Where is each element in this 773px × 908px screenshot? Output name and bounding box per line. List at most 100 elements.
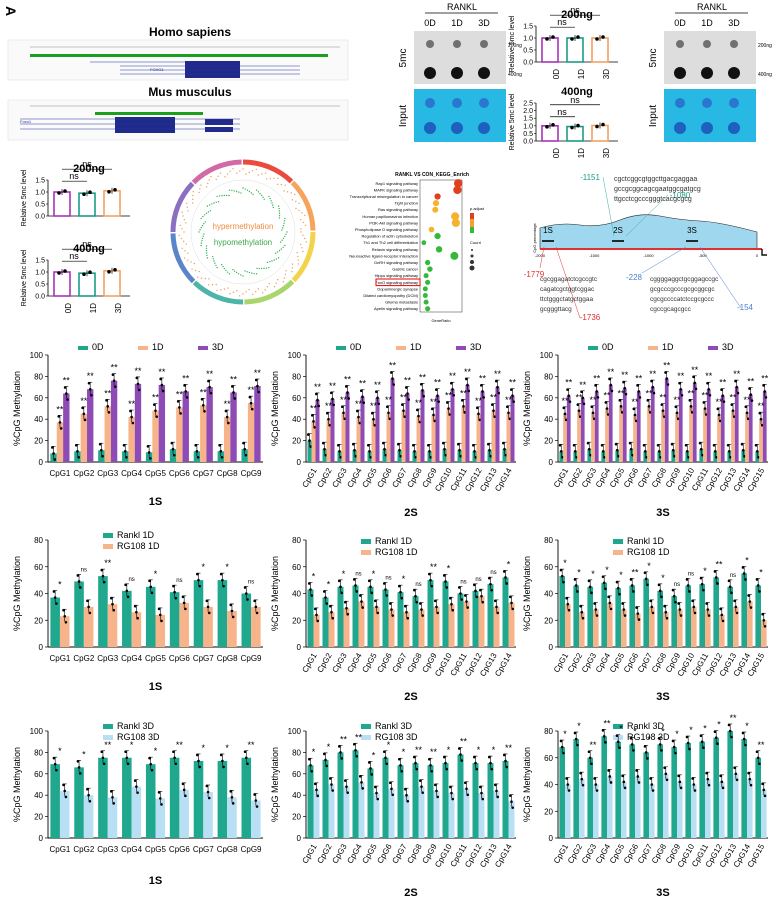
hypo-dot [221,194,223,197]
x-axis-label: 1S [149,496,162,508]
data-point [357,415,360,419]
hypo-dot [235,271,238,274]
hypo-dot [200,244,202,247]
data-point [578,415,582,418]
data-point [458,448,461,452]
data-point [635,769,638,772]
data-point [744,405,748,409]
data-point [375,791,378,795]
data-point [492,409,495,412]
bar [472,451,477,462]
x-tick-label: 3D [602,69,611,79]
bar [675,412,679,462]
bar [755,757,761,838]
bar [227,797,237,838]
bar [657,451,662,462]
data-point [430,584,434,588]
hypo-dot [200,226,202,229]
data-point [386,405,389,409]
legend-label: RG108 1D [117,541,160,551]
data-point [727,450,731,453]
hypo-dot [278,212,281,215]
hyper-dot [192,191,194,193]
blot-dot-400 [728,67,740,79]
y-tick-label: 1.0 [35,270,45,277]
data-point [758,590,761,593]
hypo-dot [282,246,284,249]
data-point [158,613,162,617]
sig-label: ** [325,401,333,411]
bar [601,451,606,462]
data-point [107,270,111,274]
data-point [206,605,210,609]
bar [649,784,655,838]
hypo-dot [223,267,226,270]
hypo-dot [260,267,263,270]
data-point [680,393,684,397]
kegg-dot [432,206,439,213]
data-point [720,780,724,784]
data-point [700,582,704,586]
data-point [604,401,608,404]
data-point [602,581,606,585]
hyper-dot [298,202,300,205]
data-point [686,741,690,745]
data-point [77,456,80,459]
small-bar [541,37,559,63]
data-point [458,586,461,589]
hyper-dot [200,184,202,186]
bar [573,585,579,647]
y-axis-label: %CpG Methylation [522,556,532,631]
sig-label: ** [505,743,513,753]
small-bar [53,191,71,217]
data-point [735,778,739,782]
sig-ns: ns [69,251,79,261]
y-tick-label: 1.5 [35,258,45,265]
data-point [331,789,335,792]
data-point [413,588,416,592]
hypo-dot [268,195,270,198]
kegg-dot [435,246,443,253]
legend-swatch [361,724,371,729]
data-point [77,766,81,769]
data-point [719,774,722,778]
data-point [86,599,89,603]
data-point [329,777,332,780]
data-point [615,580,619,584]
data-point [249,401,253,405]
hyper-dot [264,172,267,174]
hyper-dot [187,252,189,254]
sig-label: ** [176,389,184,399]
input-dot [729,98,739,108]
hypo-dot [255,189,258,191]
data-point [707,614,711,617]
sig-label: ** [733,369,741,379]
data-point [324,596,327,599]
data-point [744,578,747,581]
data-point [629,447,633,451]
data-point [761,782,764,786]
bar [155,614,166,647]
data-point [604,741,607,744]
bar [193,760,204,838]
data-point [101,574,105,578]
bar [741,573,747,647]
data-point [133,779,137,782]
human-gene-label: FOXO1 [150,67,164,72]
data-point [742,572,746,575]
bar [650,387,655,462]
data-point [148,756,151,760]
data-point [721,394,725,397]
bar [145,586,156,647]
bar [328,784,335,838]
bar [619,406,623,462]
bar [563,413,567,462]
data-point [510,388,513,391]
hypo-dot [255,273,258,275]
bar [713,577,719,647]
hypo-dot [213,260,215,262]
cpg-density-curve [539,214,758,250]
data-point [122,444,126,447]
data-point [444,580,447,583]
data-point [197,759,200,763]
